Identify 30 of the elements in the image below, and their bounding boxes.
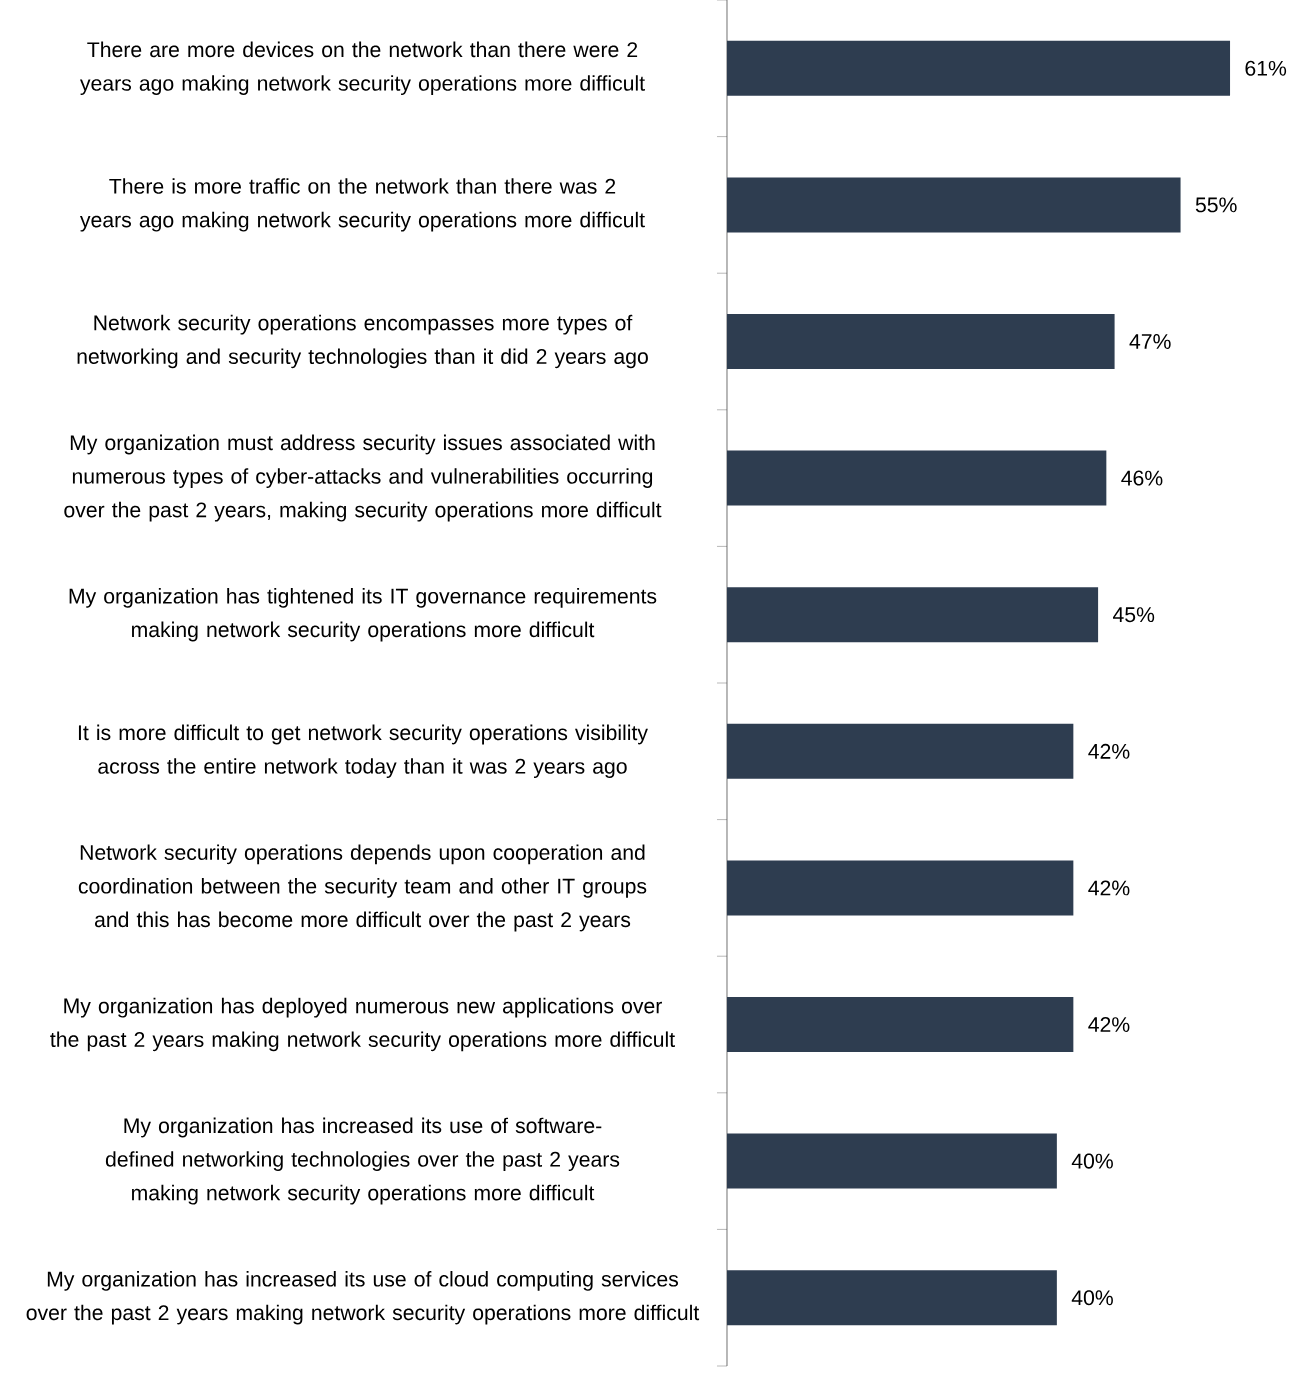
y-tick-label: Network security operations encompasses more types of networking and security technologies than it did 2 years ago (77, 314, 648, 369)
data-label: 40% (1071, 1290, 1113, 1306)
data-label: 42% (1088, 1017, 1130, 1032)
data-label: 61% (1245, 60, 1287, 76)
y-tick-label: Network security operations depends upon cooperation and coordination between the security team and other IT groups and this has become more difficult over the past 2 years (78, 844, 647, 932)
data-label: 42% (1088, 880, 1130, 896)
bar (727, 1270, 1057, 1326)
y-tick-label: My organization must address security issues associated with numerous types of cyber-attacks and vulnerabilities occurring over the past 2 years, making security operations more difficult (64, 434, 662, 522)
data-label: 55% (1195, 197, 1237, 213)
bar (727, 587, 1099, 643)
bar (727, 723, 1074, 779)
y-tick-label: There is more traffic on the network than there was 2 years ago making network security operations more difficult (80, 178, 645, 232)
y-tick-label: My organization has tightened its IT governance requirements making network security operations more difficult (69, 588, 657, 642)
data-label: 40% (1071, 1153, 1113, 1169)
data-label: 46% (1121, 470, 1163, 486)
bar (727, 40, 1231, 96)
data-label: 42% (1088, 743, 1130, 759)
data-label: 47% (1129, 334, 1171, 349)
y-tick-label: My organization has increased its use of software-defined networking technologies over the past 2 years making network security operations more difficult (105, 1117, 620, 1205)
y-tick-label: My organization has increased its use of cloud computing services over the past 2 years making network security operations more difficult (26, 1271, 700, 1325)
bar (727, 860, 1074, 916)
bar (727, 450, 1107, 506)
y-tick-label: It is more difficult to get network security operations visibility across the entire network today than it was 2 years ago (78, 724, 648, 778)
bar (727, 177, 1181, 233)
y-tick-label: My organization has deployed numerous new applications over the past 2 years making network security operations more difficult (50, 997, 675, 1052)
bar (727, 314, 1115, 370)
bar (727, 1133, 1057, 1189)
y-tick-label: There are more devices on the network than there were 2 years ago making network security operations more difficult (80, 41, 645, 95)
bar (727, 997, 1074, 1053)
data-label: 45% (1113, 607, 1155, 623)
